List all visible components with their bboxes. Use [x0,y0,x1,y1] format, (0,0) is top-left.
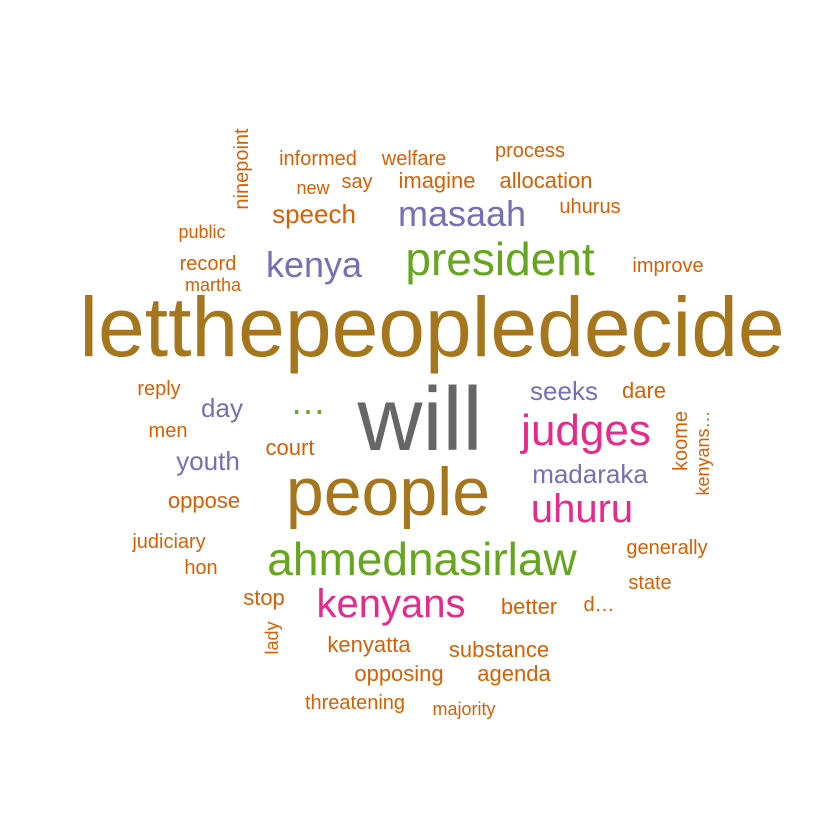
word-kenyans: kenyans [316,582,466,626]
word-d-trunc: d… [583,594,615,616]
word-youth: youth [176,446,240,476]
word-process: process [494,140,566,162]
word-ninepoint: ninepoint [231,128,253,210]
word-better: better [500,594,558,619]
word-public: public [178,222,226,242]
word-seeks: seeks [530,376,598,406]
word-stop: stop [243,585,285,610]
word-record: record [179,253,237,275]
word-reply: reply [137,378,181,400]
word-court: court [265,435,315,460]
word-judges: judges [521,406,651,455]
word-kenyans-trunc: kenyans… [693,410,713,496]
word-president: president [405,233,595,285]
word-uhurus: uhurus [559,196,621,218]
word-new: new [296,178,330,198]
word-improve: improve [632,255,704,277]
word-will: will [357,370,483,470]
word-ellipsis: … [290,381,334,422]
word-letthepeopledecide: letthepeopledecide [79,280,785,374]
word-state: state [628,572,672,594]
word-generally: generally [626,537,708,559]
word-lady: lady [262,621,282,655]
word-ahmednasirlaw: ahmednasirlaw [267,533,577,585]
word-speech: speech [272,199,356,229]
word-masaah: masaah [397,193,527,234]
word-hon: hon [184,557,218,579]
word-imagine: imagine [398,168,476,193]
word-kenya: kenya [265,244,363,285]
word-uhuru: uhuru [530,487,634,531]
word-kenyatta: kenyatta [327,632,411,657]
word-welfare: welfare [381,148,447,170]
word-men: men [148,420,188,442]
word-day: day [201,393,243,423]
word-koome: koome [670,410,692,472]
word-martha: martha [184,275,242,295]
word-substance: substance [448,637,550,662]
word-opposing: opposing [354,661,444,686]
word-oppose: oppose [167,488,241,513]
word-people: people [285,454,491,530]
word-judiciary: judiciary [132,531,206,553]
word-majority: majority [432,699,496,719]
word-informed: informed [279,148,357,170]
word-agenda: agenda [477,661,551,686]
word-allocation: allocation [499,168,593,193]
word-say: say [341,171,373,193]
word-madaraka: madaraka [532,459,648,489]
word-threatening: threatening [304,692,406,714]
word-dare: dare [621,378,667,403]
